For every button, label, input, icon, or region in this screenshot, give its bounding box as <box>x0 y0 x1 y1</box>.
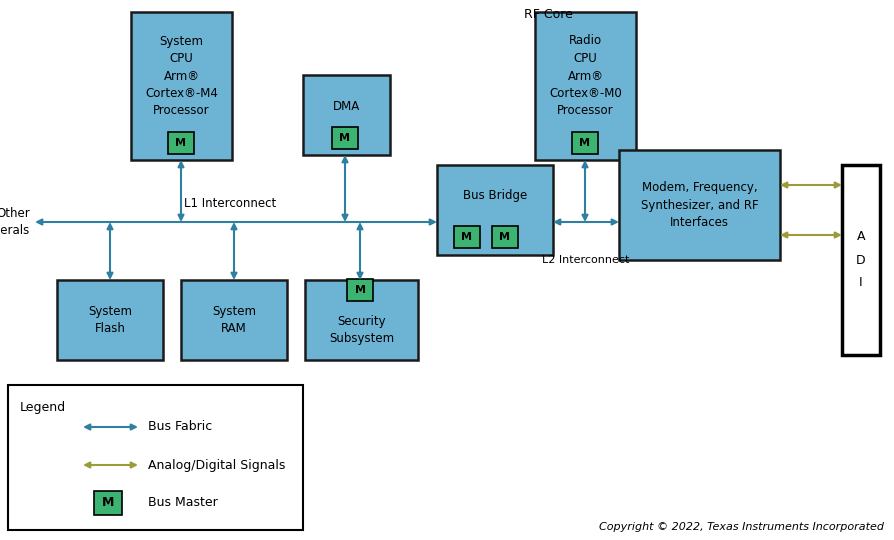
Text: System
RAM: System RAM <box>212 305 256 335</box>
Bar <box>131 12 232 160</box>
Bar <box>572 132 598 154</box>
Text: Radio
CPU
Arm®
Cortex®-M0
Processor: Radio CPU Arm® Cortex®-M0 Processor <box>549 35 622 118</box>
Text: Other
Peripherals: Other Peripherals <box>0 207 30 237</box>
Text: Modem, Frequency,
Synthesizer, and RF
Interfaces: Modem, Frequency, Synthesizer, and RF In… <box>641 181 758 229</box>
Text: Bus Bridge: Bus Bridge <box>463 188 527 201</box>
Bar <box>535 12 636 160</box>
Bar <box>94 491 122 515</box>
Bar <box>842 165 880 355</box>
Bar <box>347 279 373 301</box>
Bar <box>181 280 287 360</box>
Text: M: M <box>579 138 591 148</box>
Bar <box>168 132 194 154</box>
Bar <box>57 280 163 360</box>
Text: M: M <box>461 232 473 242</box>
Text: Bus Fabric: Bus Fabric <box>148 421 212 434</box>
Text: System
CPU
Arm®
Cortex®-M4
Processor: System CPU Arm® Cortex®-M4 Processor <box>145 35 218 118</box>
Bar <box>332 127 358 149</box>
Bar <box>619 150 780 260</box>
Text: Analog/Digital Signals: Analog/Digital Signals <box>148 458 285 471</box>
Text: M: M <box>500 232 510 242</box>
Text: M: M <box>355 285 366 295</box>
Text: Bus Master: Bus Master <box>148 496 218 510</box>
Text: DMA: DMA <box>333 100 360 113</box>
Bar <box>492 226 518 248</box>
Text: System
Flash: System Flash <box>88 305 132 335</box>
Text: Copyright © 2022, Texas Instruments Incorporated: Copyright © 2022, Texas Instruments Inco… <box>599 522 884 532</box>
Text: M: M <box>340 133 350 143</box>
Text: M: M <box>175 138 187 148</box>
Text: A
D
I: A D I <box>856 231 865 289</box>
Text: L1 Interconnect: L1 Interconnect <box>184 197 276 210</box>
Text: Security
Subsystem: Security Subsystem <box>329 315 394 345</box>
Bar <box>305 280 418 360</box>
Bar <box>454 226 480 248</box>
Bar <box>437 165 553 255</box>
Text: Legend: Legend <box>20 401 66 414</box>
Text: L2 Interconnect: L2 Interconnect <box>543 255 629 265</box>
Bar <box>8 385 303 530</box>
Text: M: M <box>102 496 114 510</box>
Bar <box>303 75 390 155</box>
Text: RF Core: RF Core <box>524 8 572 21</box>
